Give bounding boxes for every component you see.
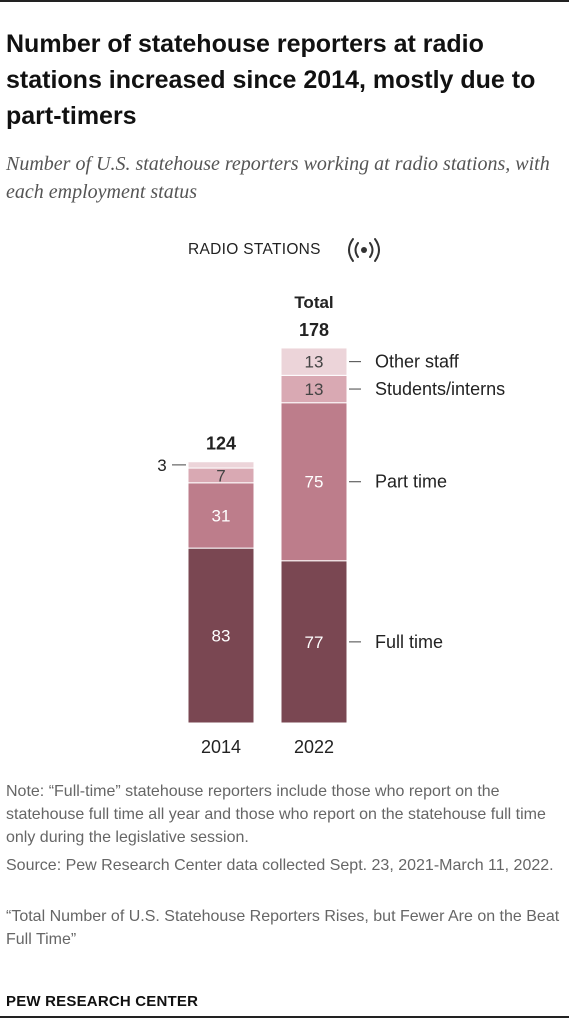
data-label-2014-part-time: 31 [212,506,231,525]
legend-label-part-time: Part time [375,472,447,492]
data-label-2022-part-time: 75 [305,473,324,492]
x-tick-label-2014: 2014 [201,737,241,757]
panel-label: RADIO STATIONS [188,241,321,258]
data-label-2022-full-time: 77 [305,633,324,652]
chart-subtitle: Number of U.S. statehouse reporters work… [6,153,550,203]
bar-2022-full-time [280,560,348,724]
data-label-2022-students-interns: 13 [305,380,324,399]
radio-broadcast-icon [348,238,380,262]
x-tick-label-2022: 2022 [294,737,334,757]
stacked-bar-chart: 83 31 7 3 2014 77 75 13 13 2022 124 Total 178 Full ti… [157,293,505,757]
bottom-rule [0,1016,569,1018]
total-label-2014: 124 [206,434,236,454]
bar-2014-other-staff [187,461,255,469]
chart-title: Number of statehouse reporters at radio … [6,30,536,130]
data-label-2014-students-interns: 7 [216,466,225,485]
brand-name: PEW RESEARCH CENTER [6,993,199,1010]
legend-label-students-interns: Students/interns [375,379,505,399]
data-label-2014-other-staff: 3 [157,456,166,475]
top-rule [0,0,569,2]
chart-note: Note: “Full-time” statehouse reporters i… [6,783,546,846]
legend-label-other-staff: Other staff [375,352,460,372]
data-label-2022-other-staff: 13 [305,353,324,372]
chart-source: Source: Pew Research Center data collect… [6,857,554,874]
bar-2022-other-staff [280,347,348,376]
total-heading-2022: Total [294,293,333,312]
data-label-2014-full-time: 83 [212,627,231,646]
report-title: “Total Number of U.S. Statehouse Reporte… [6,908,560,948]
legend-label-full-time: Full time [375,632,443,652]
bar-2022-part-time [280,402,348,562]
bar-2014-part-time [187,482,255,549]
bar-2014-full-time [187,547,255,724]
total-label-2022: 178 [299,320,329,340]
